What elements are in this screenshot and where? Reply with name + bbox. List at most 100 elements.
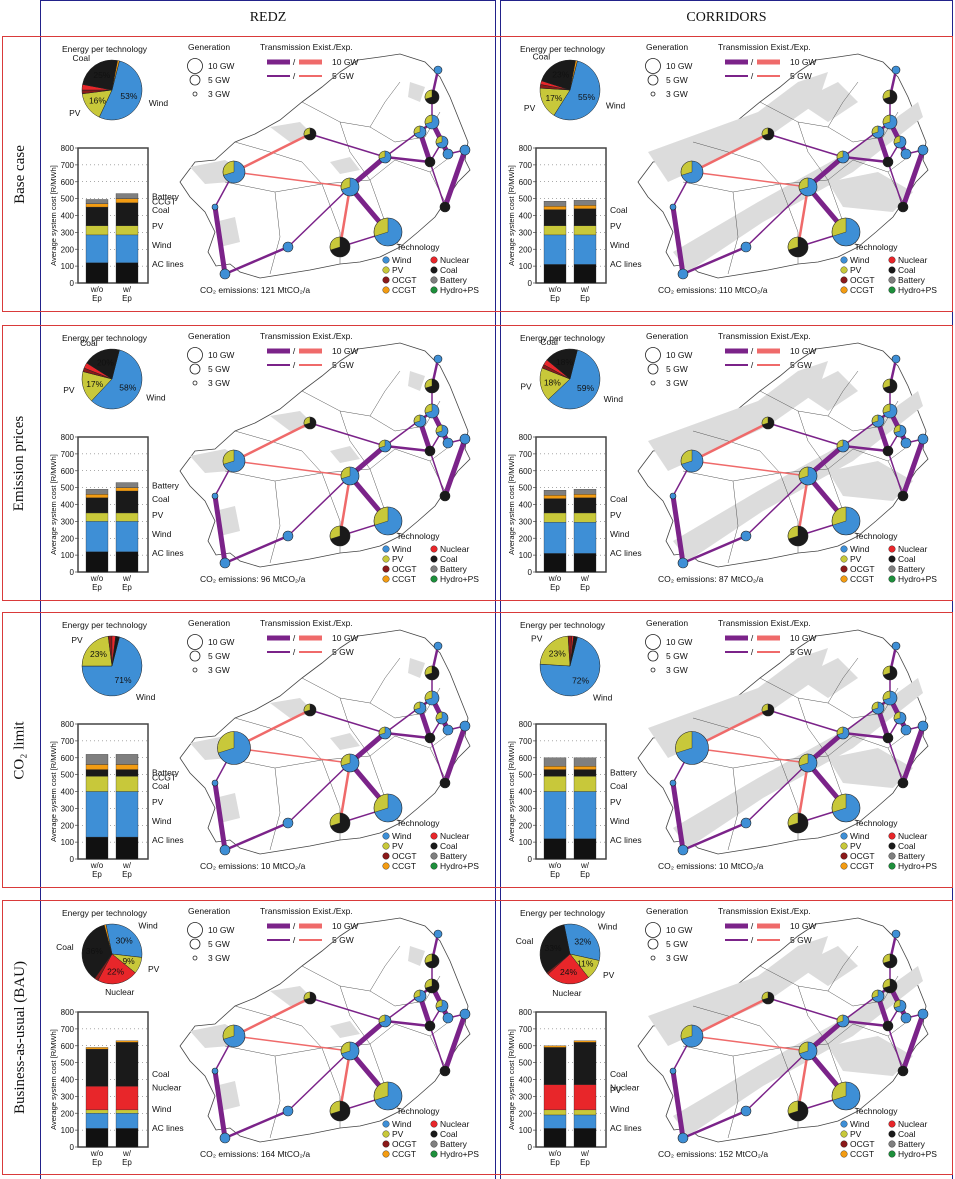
node-circle — [669, 203, 677, 211]
bar-segment-ac-lines — [543, 553, 567, 573]
generation-node — [442, 724, 454, 736]
generation-legend: Generation 10 GW 5 GW 3 GW — [645, 906, 692, 963]
transmission-line — [670, 493, 686, 566]
transmission-legend-title: Transmission Exist./Exp. — [718, 906, 811, 916]
region-border — [269, 480, 281, 564]
y-tick-label: 500 — [61, 195, 75, 204]
region-border — [429, 1020, 451, 1037]
generation-node — [222, 449, 246, 473]
tech-label-nuclear: Nuclear — [440, 544, 469, 554]
tech-label-hydro+ps: Hydro+PS — [440, 1149, 479, 1159]
cost-bar-chart: 0 100 200 300 400 500 600 700 800 Average system … — [507, 720, 642, 879]
transmission-legend: Transmission Exist./Exp. / 10 GW / 5 GW — [718, 618, 816, 657]
bar-segment-pv — [85, 512, 109, 522]
node-pv-slice — [373, 1081, 389, 1101]
co2-emissions-label: CO₂ emissions: 10 MtCO₂/a — [658, 861, 764, 871]
renewable-zone — [330, 733, 360, 750]
node-circle — [433, 929, 443, 939]
transmission-line — [223, 1109, 290, 1140]
transmission-line — [383, 444, 432, 453]
bar-legend-wind: Wind — [610, 816, 630, 826]
node-pv-slice — [413, 125, 421, 135]
node-pv-slice — [680, 449, 693, 465]
cost-bar-chart: 0 100 200 300 400 500 600 700 800 Average system … — [49, 433, 184, 592]
generation-node — [882, 378, 898, 394]
generation-node — [677, 844, 689, 856]
pie-slice-wind — [105, 923, 143, 958]
node-circle — [882, 732, 894, 744]
tech-swatch-wind — [382, 545, 390, 553]
generation-node — [340, 753, 360, 773]
y-tick-label: 800 — [61, 144, 75, 153]
generation-size-circle — [645, 634, 661, 650]
bar-legend-ac-lines: AC lines — [152, 259, 184, 269]
node-pv-slice — [378, 150, 386, 160]
y-axis-label: Average system cost [R/MWh] — [507, 454, 516, 555]
node-pv-slice — [217, 731, 235, 754]
co2-emissions-label: CO₂ emissions: 87 MtCO₂/a — [658, 574, 764, 584]
node-circle — [897, 490, 909, 502]
generation-node — [891, 354, 901, 364]
generation-node — [891, 65, 901, 75]
node-pv-slice — [329, 812, 341, 827]
generation-node — [459, 1008, 471, 1020]
bar-category-label: Ep — [580, 1158, 590, 1167]
column-header-corridors: CORRIDORS — [500, 0, 953, 34]
pie-label-pv: PV — [69, 108, 81, 118]
bar-segment-coal — [543, 209, 567, 226]
y-tick-label: 0 — [70, 855, 75, 864]
bar-segment-battery — [115, 754, 139, 765]
y-tick-label: 100 — [519, 551, 533, 560]
tech-label-ocgt: OCGT — [392, 851, 417, 861]
bar-segment-battery — [573, 489, 597, 495]
generation-size-circle — [189, 938, 201, 950]
tech-label-coal: Coal — [898, 554, 916, 564]
pie-pct-pv: 23% — [90, 649, 107, 659]
co2-emissions-label: CO₂ emissions: 164 MtCO₂/a — [200, 1149, 310, 1159]
pie-pct-wind: 71% — [115, 675, 132, 685]
pie-slice-wind — [539, 636, 601, 697]
co2-emissions-label: CO₂ emissions: 110 MtCO₂/a — [658, 285, 768, 295]
node-circle — [433, 354, 443, 364]
bar-segment-nuclear — [543, 1084, 567, 1111]
tx-slash: / — [293, 921, 296, 931]
generation-node — [373, 506, 403, 536]
bar-legend-coal: Coal — [610, 205, 628, 215]
node-circle — [897, 201, 909, 213]
node-pv-slice — [303, 991, 311, 1001]
panel-content: Energy per technology55%Wind17%PV23%Coal… — [507, 42, 937, 303]
generation-node — [439, 1065, 451, 1077]
transmission-line — [232, 132, 312, 174]
transmission-line — [887, 1025, 904, 1072]
transmission-line — [691, 1035, 809, 1052]
transmission-legend-title: Transmission Exist./Exp. — [718, 42, 811, 52]
transmission-line — [287, 762, 351, 824]
node-pv-slice — [798, 1041, 809, 1054]
generation-node — [413, 414, 427, 428]
region-border — [887, 445, 909, 462]
generation-node — [871, 414, 885, 428]
generation-legend: Generation 10 GW 5 GW 3 GW — [187, 906, 234, 963]
generation-node — [740, 1105, 752, 1117]
node-pv-slice — [340, 466, 351, 479]
generation-size-circle — [647, 938, 659, 950]
y-tick-label: 400 — [519, 788, 533, 797]
tx-size-label: 10 GW — [332, 921, 358, 931]
node-circle — [882, 445, 894, 457]
region-border — [234, 430, 303, 452]
node-pv-slice — [303, 703, 311, 713]
bar-legend-pv: PV — [152, 510, 164, 520]
bar-segment-pv — [115, 776, 139, 792]
generation-node — [442, 148, 454, 160]
generation-size-label: 5 GW — [208, 939, 230, 949]
network-map — [179, 53, 471, 280]
transmission-line — [691, 747, 809, 764]
y-tick-label: 300 — [61, 804, 75, 813]
y-tick-label: 100 — [519, 838, 533, 847]
transmission-line — [841, 155, 890, 164]
tx-slash: / — [293, 346, 296, 356]
pie-slice-coal — [541, 59, 576, 91]
tech-label-ccgt: CCGT — [850, 1149, 874, 1159]
tx-slash: / — [751, 935, 754, 945]
y-tick-label: 600 — [61, 1042, 75, 1051]
